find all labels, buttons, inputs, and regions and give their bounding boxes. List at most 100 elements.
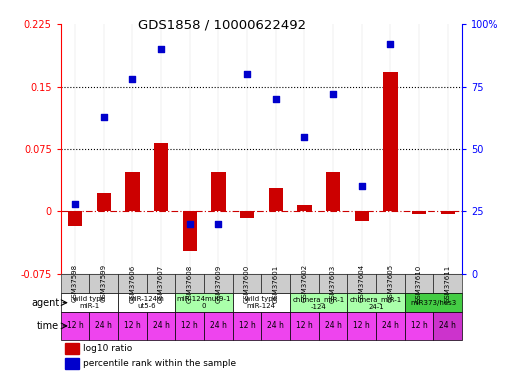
Text: 12 h: 12 h xyxy=(124,321,141,330)
Text: 12 h: 12 h xyxy=(239,321,256,330)
Text: agent: agent xyxy=(31,298,59,307)
FancyBboxPatch shape xyxy=(290,274,319,293)
Text: GSM37599: GSM37599 xyxy=(101,264,107,303)
Text: wild type
miR-124: wild type miR-124 xyxy=(246,296,277,309)
Point xyxy=(157,46,165,53)
Text: GSM37604: GSM37604 xyxy=(359,264,365,303)
FancyBboxPatch shape xyxy=(261,274,290,293)
FancyBboxPatch shape xyxy=(261,312,290,339)
FancyBboxPatch shape xyxy=(61,312,89,339)
FancyBboxPatch shape xyxy=(404,312,433,339)
Point xyxy=(214,221,223,227)
FancyBboxPatch shape xyxy=(118,312,147,339)
Text: 24 h: 24 h xyxy=(439,321,456,330)
Text: GSM37598: GSM37598 xyxy=(72,264,78,303)
FancyBboxPatch shape xyxy=(147,312,175,339)
FancyBboxPatch shape xyxy=(118,274,147,293)
FancyBboxPatch shape xyxy=(347,274,376,293)
Text: miR-124m
ut5-6: miR-124m ut5-6 xyxy=(129,296,165,309)
FancyBboxPatch shape xyxy=(175,274,204,293)
FancyBboxPatch shape xyxy=(61,274,89,293)
Text: GSM37603: GSM37603 xyxy=(330,264,336,303)
Text: chimera_miR-1
24-1: chimera_miR-1 24-1 xyxy=(350,296,402,309)
FancyBboxPatch shape xyxy=(89,312,118,339)
Text: GSM37608: GSM37608 xyxy=(187,264,193,303)
Bar xyxy=(383,72,398,211)
Text: 12 h: 12 h xyxy=(181,321,198,330)
Text: GSM37610: GSM37610 xyxy=(416,264,422,303)
Point xyxy=(300,134,308,140)
FancyBboxPatch shape xyxy=(376,274,404,293)
Text: 12 h: 12 h xyxy=(296,321,313,330)
Bar xyxy=(354,211,369,221)
Bar xyxy=(211,171,225,211)
Bar xyxy=(440,211,455,214)
Bar xyxy=(125,171,139,211)
Text: GSM37600: GSM37600 xyxy=(244,264,250,303)
Text: wild type
miR-1: wild type miR-1 xyxy=(73,296,105,309)
Text: 12 h: 12 h xyxy=(67,321,83,330)
Text: log10 ratio: log10 ratio xyxy=(83,344,132,353)
FancyBboxPatch shape xyxy=(404,293,462,312)
FancyBboxPatch shape xyxy=(319,312,347,339)
Text: GSM37602: GSM37602 xyxy=(301,264,307,303)
Text: GDS1858 / 10000622492: GDS1858 / 10000622492 xyxy=(138,19,306,32)
FancyBboxPatch shape xyxy=(290,312,319,339)
Point xyxy=(185,221,194,227)
FancyBboxPatch shape xyxy=(347,293,404,312)
Bar xyxy=(297,205,312,212)
Text: percentile rank within the sample: percentile rank within the sample xyxy=(83,359,236,368)
Point xyxy=(128,76,137,82)
Text: 12 h: 12 h xyxy=(353,321,370,330)
Text: 12 h: 12 h xyxy=(411,321,427,330)
FancyBboxPatch shape xyxy=(147,274,175,293)
Text: chimera_miR-1
-124: chimera_miR-1 -124 xyxy=(293,296,345,309)
Point xyxy=(71,201,79,207)
Bar xyxy=(65,343,79,354)
Bar xyxy=(412,211,426,214)
Text: GSM37605: GSM37605 xyxy=(388,264,393,303)
FancyBboxPatch shape xyxy=(233,274,261,293)
FancyBboxPatch shape xyxy=(233,312,261,339)
FancyBboxPatch shape xyxy=(89,274,118,293)
Text: miR373/hes3: miR373/hes3 xyxy=(410,300,457,306)
Text: GSM37606: GSM37606 xyxy=(129,264,135,303)
FancyBboxPatch shape xyxy=(175,293,233,312)
Bar xyxy=(68,211,82,226)
Bar xyxy=(240,211,254,218)
FancyBboxPatch shape xyxy=(290,293,347,312)
Text: 24 h: 24 h xyxy=(382,321,399,330)
Text: time: time xyxy=(37,321,59,331)
Point xyxy=(99,114,108,120)
Point xyxy=(329,91,337,97)
Bar xyxy=(269,188,283,211)
FancyBboxPatch shape xyxy=(433,274,462,293)
Text: GSM37601: GSM37601 xyxy=(272,264,279,303)
FancyBboxPatch shape xyxy=(204,312,233,339)
FancyBboxPatch shape xyxy=(204,274,233,293)
FancyBboxPatch shape xyxy=(61,293,118,312)
FancyBboxPatch shape xyxy=(433,312,462,339)
Bar xyxy=(326,171,340,211)
Bar xyxy=(154,143,168,211)
FancyBboxPatch shape xyxy=(175,312,204,339)
FancyBboxPatch shape xyxy=(404,274,433,293)
Text: 24 h: 24 h xyxy=(210,321,227,330)
Text: GSM37611: GSM37611 xyxy=(445,264,451,303)
Text: 24 h: 24 h xyxy=(325,321,342,330)
Point xyxy=(271,96,280,102)
Point xyxy=(386,41,394,47)
FancyBboxPatch shape xyxy=(376,312,404,339)
FancyBboxPatch shape xyxy=(118,293,175,312)
Point xyxy=(357,183,366,189)
Text: GSM37609: GSM37609 xyxy=(215,264,221,303)
Text: 24 h: 24 h xyxy=(95,321,112,330)
Text: miR-124mut9-1
0: miR-124mut9-1 0 xyxy=(177,296,231,309)
Text: GSM37607: GSM37607 xyxy=(158,264,164,303)
FancyBboxPatch shape xyxy=(233,293,290,312)
Bar xyxy=(97,193,111,211)
FancyBboxPatch shape xyxy=(347,312,376,339)
Point xyxy=(243,71,251,77)
Text: 24 h: 24 h xyxy=(153,321,169,330)
Bar xyxy=(183,211,197,251)
